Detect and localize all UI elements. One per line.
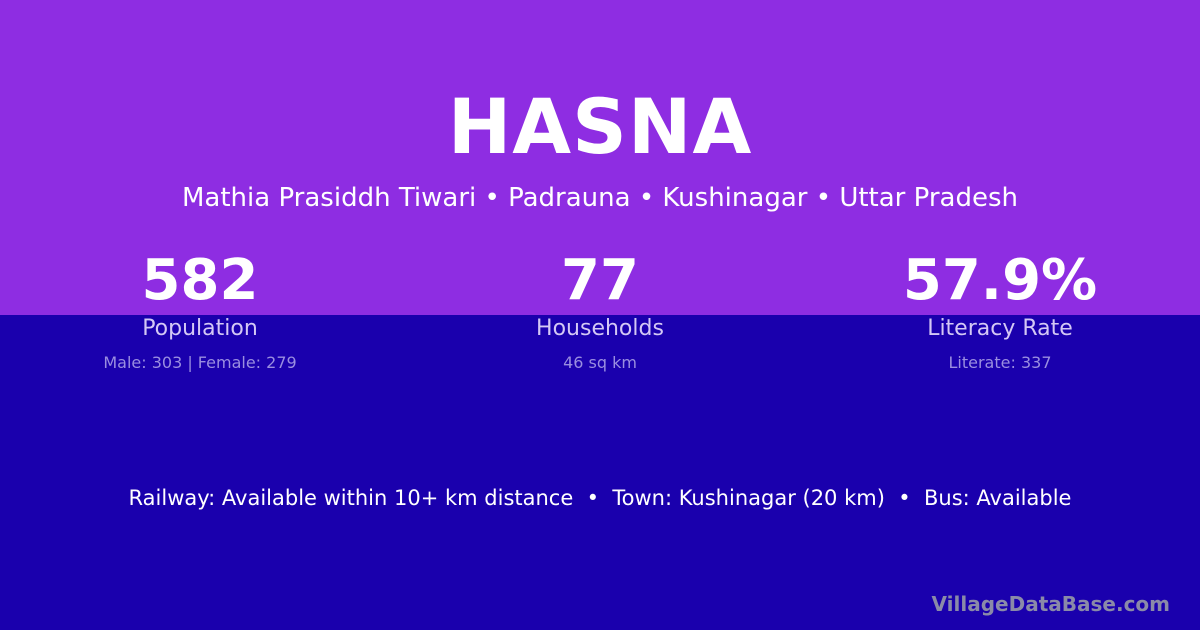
stat-label: Households [536,316,664,341]
stat-label: Literacy Rate [927,316,1073,341]
brand-logo: VillageDataBase.com [931,592,1170,616]
stat-households: 77 Households 46 sq km [400,248,800,373]
header-band [0,0,1200,315]
stat-value: 77 [561,248,639,313]
stat-detail: 46 sq km [563,353,637,372]
village-title: HASNA [447,82,753,171]
location-breadcrumb: Mathia Prasiddh Tiwari • Padrauna • Kush… [182,183,1018,213]
stat-detail: Male: 303 | Female: 279 [103,353,297,372]
stat-value: 57.9% [902,248,1098,313]
stat-population: 582 Population Male: 303 | Female: 279 [0,248,400,373]
stat-detail: Literate: 337 [948,353,1052,372]
stat-value: 582 [141,248,259,313]
stat-literacy: 57.9% Literacy Rate Literate: 337 [800,248,1200,373]
transport-info: Railway: Available within 10+ km distanc… [128,486,1072,510]
stat-label: Population [142,316,258,341]
